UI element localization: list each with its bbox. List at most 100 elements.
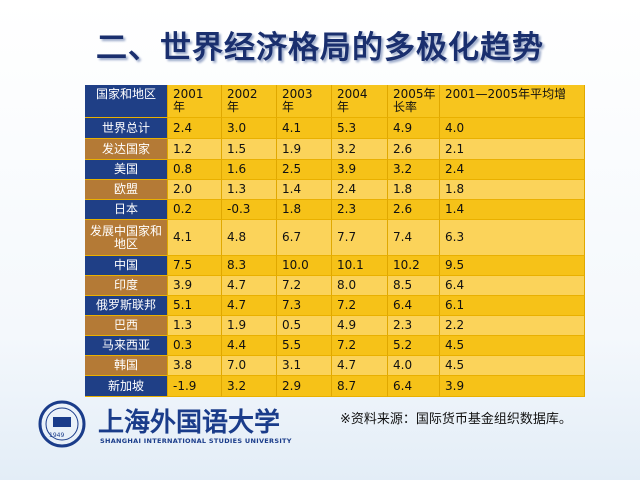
- data-cell: 4.9: [332, 316, 388, 336]
- row-label: 世界总计: [85, 118, 168, 139]
- source-note: ※资料来源：国际货币基金组织数据库。: [340, 412, 572, 427]
- logo-year: 1949: [49, 432, 65, 439]
- data-cell: 5.1: [168, 296, 222, 316]
- header-cell: 2002 年: [222, 85, 277, 118]
- data-cell: 0.5: [277, 316, 332, 336]
- data-cell: 1.3: [168, 316, 222, 336]
- row-label: 新加坡: [85, 376, 168, 397]
- data-cell: 3.2: [332, 139, 388, 160]
- data-cell: 8.5: [388, 276, 440, 296]
- data-cell: 6.3: [440, 220, 585, 256]
- logo-english: SHANGHAI INTERNATIONAL STUDIES UNIVERSIT…: [100, 437, 292, 445]
- data-cell: 4.7: [332, 356, 388, 376]
- data-cell: 1.2: [168, 139, 222, 160]
- data-cell: 10.2: [388, 256, 440, 276]
- data-cell: 2.3: [332, 200, 388, 220]
- data-cell: 10.0: [277, 256, 332, 276]
- data-cell: 6.4: [388, 296, 440, 316]
- data-cell: 10.1: [332, 256, 388, 276]
- row-label: 日本: [85, 200, 168, 220]
- data-cell: 6.1: [440, 296, 585, 316]
- data-cell: 8.0: [332, 276, 388, 296]
- data-cell: 7.2: [332, 296, 388, 316]
- data-cell: 2.4: [168, 118, 222, 139]
- data-cell: 2.9: [277, 376, 332, 397]
- header-cell: 2001 年: [168, 85, 222, 118]
- row-label: 欧盟: [85, 180, 168, 200]
- data-cell: 6.7: [277, 220, 332, 256]
- data-cell: 2.0: [168, 180, 222, 200]
- data-cell: 1.3: [222, 180, 277, 200]
- data-cell: 1.9: [222, 316, 277, 336]
- data-cell: 4.5: [440, 356, 585, 376]
- row-label: 俄罗斯联邦: [85, 296, 168, 316]
- data-cell: 4.8: [222, 220, 277, 256]
- data-cell: 2.3: [388, 316, 440, 336]
- data-cell: 1.8: [277, 200, 332, 220]
- data-cell: 4.1: [168, 220, 222, 256]
- data-cell: 2.4: [332, 180, 388, 200]
- data-cell: 4.7: [222, 296, 277, 316]
- data-cell: 1.8: [440, 180, 585, 200]
- data-cell: 3.9: [332, 160, 388, 180]
- row-label: 印度: [85, 276, 168, 296]
- data-cell: 6.4: [388, 376, 440, 397]
- data-cell: 8.3: [222, 256, 277, 276]
- data-cell: 3.9: [168, 276, 222, 296]
- data-cell: 9.5: [440, 256, 585, 276]
- row-label: 发达国家: [85, 139, 168, 160]
- data-cell: 2.1: [440, 139, 585, 160]
- data-cell: 0.2: [168, 200, 222, 220]
- data-cell: 1.9: [277, 139, 332, 160]
- data-cell: 4.9: [388, 118, 440, 139]
- data-cell: 5.5: [277, 336, 332, 356]
- data-cell: 3.9: [440, 376, 585, 397]
- data-cell: 3.1: [277, 356, 332, 376]
- header-cell: 2003 年: [277, 85, 332, 118]
- logo-emblem: [38, 400, 86, 448]
- data-cell: 0.8: [168, 160, 222, 180]
- data-cell: 2.5: [277, 160, 332, 180]
- row-label: 马来西亚: [85, 336, 168, 356]
- data-cell: 7.4: [388, 220, 440, 256]
- data-cell: 0.3: [168, 336, 222, 356]
- header-cell: 2005年 长率: [388, 85, 440, 118]
- data-cell: 5.3: [332, 118, 388, 139]
- row-label: 美国: [85, 160, 168, 180]
- data-cell: 4.0: [440, 118, 585, 139]
- logo-name: 上海外国语大学: [98, 408, 281, 438]
- data-cell: 4.7: [222, 276, 277, 296]
- header-cell: 国家和地区: [85, 85, 168, 118]
- data-cell: 2.4: [440, 160, 585, 180]
- data-cell: 5.2: [388, 336, 440, 356]
- data-cell: 4.4: [222, 336, 277, 356]
- data-cell: 7.7: [332, 220, 388, 256]
- header-cell: 2001—2005年平均增: [440, 85, 585, 118]
- row-label: 中国: [85, 256, 168, 276]
- data-cell: -0.3: [222, 200, 277, 220]
- row-label: 发展中国家和地区: [85, 220, 168, 256]
- data-cell: -1.9: [168, 376, 222, 397]
- header-cell: 2004 年: [332, 85, 388, 118]
- data-cell: 7.0: [222, 356, 277, 376]
- data-cell: 1.4: [440, 200, 585, 220]
- data-cell: 1.4: [277, 180, 332, 200]
- data-cell: 7.2: [332, 336, 388, 356]
- data-cell: 2.6: [388, 139, 440, 160]
- data-cell: 3.8: [168, 356, 222, 376]
- data-cell: 7.3: [277, 296, 332, 316]
- title: 二、世界经济格局的多极化趋势: [96, 30, 544, 66]
- data-cell: 1.6: [222, 160, 277, 180]
- row-label: 韩国: [85, 356, 168, 376]
- row-label: 巴西: [85, 316, 168, 336]
- data-cell: 7.2: [277, 276, 332, 296]
- data-cell: 8.7: [332, 376, 388, 397]
- data-cell: 3.2: [388, 160, 440, 180]
- data-cell: 6.4: [440, 276, 585, 296]
- data-cell: 4.1: [277, 118, 332, 139]
- data-cell: 1.8: [388, 180, 440, 200]
- data-cell: 1.5: [222, 139, 277, 160]
- data-cell: 2.2: [440, 316, 585, 336]
- data-cell: 3.2: [222, 376, 277, 397]
